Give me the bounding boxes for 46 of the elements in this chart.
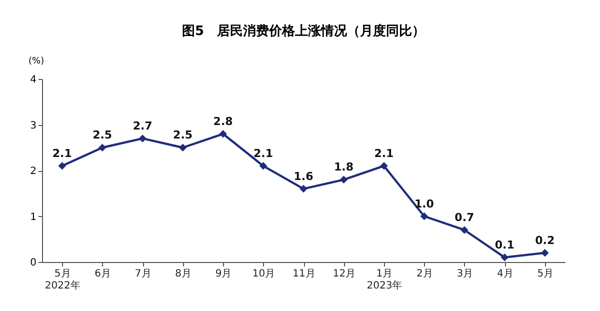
x-tick-label: 5月 <box>537 268 554 280</box>
data-label: 0.2 <box>535 234 555 247</box>
point <box>380 162 388 170</box>
x-tick-label: 1月 2023年 <box>366 268 402 292</box>
point <box>541 248 549 257</box>
data-label: 2.5 <box>92 128 112 142</box>
data-label: 1.8 <box>334 160 354 174</box>
data-label: 0.7 <box>454 210 474 224</box>
point <box>460 226 468 234</box>
y-tick-label: 2 <box>30 166 36 177</box>
x-tick-label: 6月 <box>94 268 112 280</box>
point <box>98 144 106 152</box>
chart-title: 图5 居民消费价格上涨情况（月度同比） <box>182 23 426 39</box>
data-label: 2.1 <box>52 146 72 160</box>
point <box>58 162 66 170</box>
x-tick-label: 9月 <box>215 268 232 280</box>
point <box>420 212 428 220</box>
data-label: 2.7 <box>132 119 152 132</box>
data-label: 2.1 <box>374 146 394 160</box>
y-tick-label: 3 <box>30 120 36 132</box>
data-label: 1.6 <box>294 170 314 183</box>
point <box>300 184 308 193</box>
y-tick-label: 0 <box>30 258 36 268</box>
x-tick-label: 8月 <box>175 268 192 280</box>
point <box>178 144 187 152</box>
data-label: 0.1 <box>494 238 514 252</box>
x-tick-label: 3月 <box>456 268 474 280</box>
data-label: 2.5 <box>173 128 193 142</box>
point <box>219 130 227 138</box>
y-axis-title: (%) <box>28 56 44 66</box>
x-tick-label: 7月 <box>134 268 152 280</box>
x-tick-label: 10月 <box>252 268 276 280</box>
point <box>340 176 348 184</box>
point <box>259 162 268 170</box>
x-tick-label: 11月 <box>292 268 316 280</box>
data-label: 1.0 <box>414 197 434 210</box>
y-tick-label: 4 <box>30 74 36 86</box>
data-label: 2.1 <box>254 146 274 160</box>
point <box>500 254 509 262</box>
y-tick-label: 1 <box>30 212 36 223</box>
x-tick-label: 5月 2022年 <box>44 268 80 292</box>
data-label: 2.8 <box>213 114 233 128</box>
x-tick-label: 12月 <box>332 268 356 280</box>
x-tick-label: 4月 <box>496 268 514 280</box>
x-tick-label: 2月 <box>416 268 433 280</box>
point <box>138 134 146 142</box>
